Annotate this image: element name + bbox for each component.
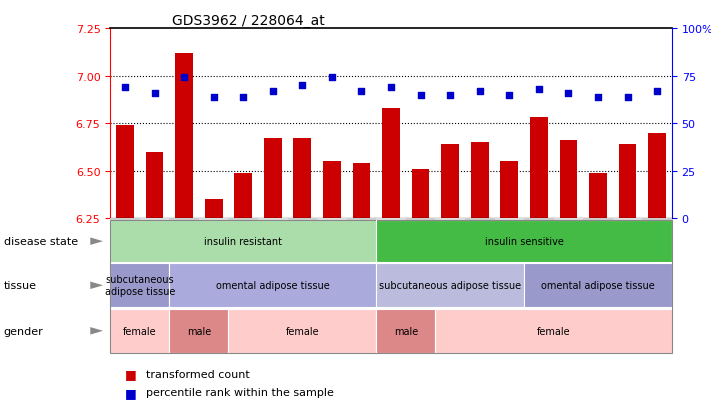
Point xyxy=(415,92,427,99)
Point xyxy=(296,83,308,89)
Point xyxy=(356,88,367,95)
Text: subcutaneous
adipose tissue: subcutaneous adipose tissue xyxy=(105,275,175,297)
Point xyxy=(592,94,604,101)
Point xyxy=(444,92,456,99)
Bar xyxy=(323,162,341,219)
Point xyxy=(503,92,515,99)
Bar xyxy=(589,173,607,219)
Text: male: male xyxy=(394,326,418,336)
Bar xyxy=(264,139,282,219)
Bar xyxy=(175,54,193,219)
Point xyxy=(326,75,338,82)
Point xyxy=(208,94,220,101)
Text: GDS3962 / 228064_at: GDS3962 / 228064_at xyxy=(173,14,325,28)
Text: female: female xyxy=(286,326,319,336)
Point xyxy=(149,90,160,97)
Bar xyxy=(205,200,223,219)
Bar xyxy=(530,118,547,219)
Bar xyxy=(501,162,518,219)
Text: female: female xyxy=(123,326,156,336)
Bar xyxy=(294,139,311,219)
Text: insulin sensitive: insulin sensitive xyxy=(485,237,564,247)
Text: percentile rank within the sample: percentile rank within the sample xyxy=(146,387,333,397)
Point xyxy=(622,94,634,101)
Point xyxy=(178,75,190,82)
Bar xyxy=(560,141,577,219)
Text: ■: ■ xyxy=(124,367,137,380)
Point xyxy=(119,85,131,91)
Bar xyxy=(353,164,370,219)
Bar xyxy=(648,133,666,219)
Text: male: male xyxy=(187,326,211,336)
Text: ■: ■ xyxy=(124,386,137,399)
Text: transformed count: transformed count xyxy=(146,369,250,379)
Bar xyxy=(235,173,252,219)
Bar xyxy=(471,143,488,219)
Text: omental adipose tissue: omental adipose tissue xyxy=(541,280,655,291)
Point xyxy=(385,85,397,91)
Bar xyxy=(412,169,429,219)
Text: tissue: tissue xyxy=(4,280,36,291)
Text: insulin resistant: insulin resistant xyxy=(204,237,282,247)
Point xyxy=(651,88,663,95)
Text: female: female xyxy=(537,326,570,336)
Text: omental adipose tissue: omental adipose tissue xyxy=(216,280,330,291)
Bar xyxy=(383,109,400,219)
Point xyxy=(237,94,249,101)
Bar xyxy=(442,145,459,219)
Text: subcutaneous adipose tissue: subcutaneous adipose tissue xyxy=(379,280,521,291)
Point xyxy=(562,90,574,97)
Bar xyxy=(116,126,134,219)
Point xyxy=(474,88,486,95)
Bar xyxy=(619,145,636,219)
Point xyxy=(267,88,279,95)
Bar xyxy=(146,152,164,219)
Point xyxy=(533,86,545,93)
Text: gender: gender xyxy=(4,326,43,336)
Text: disease state: disease state xyxy=(4,237,77,247)
